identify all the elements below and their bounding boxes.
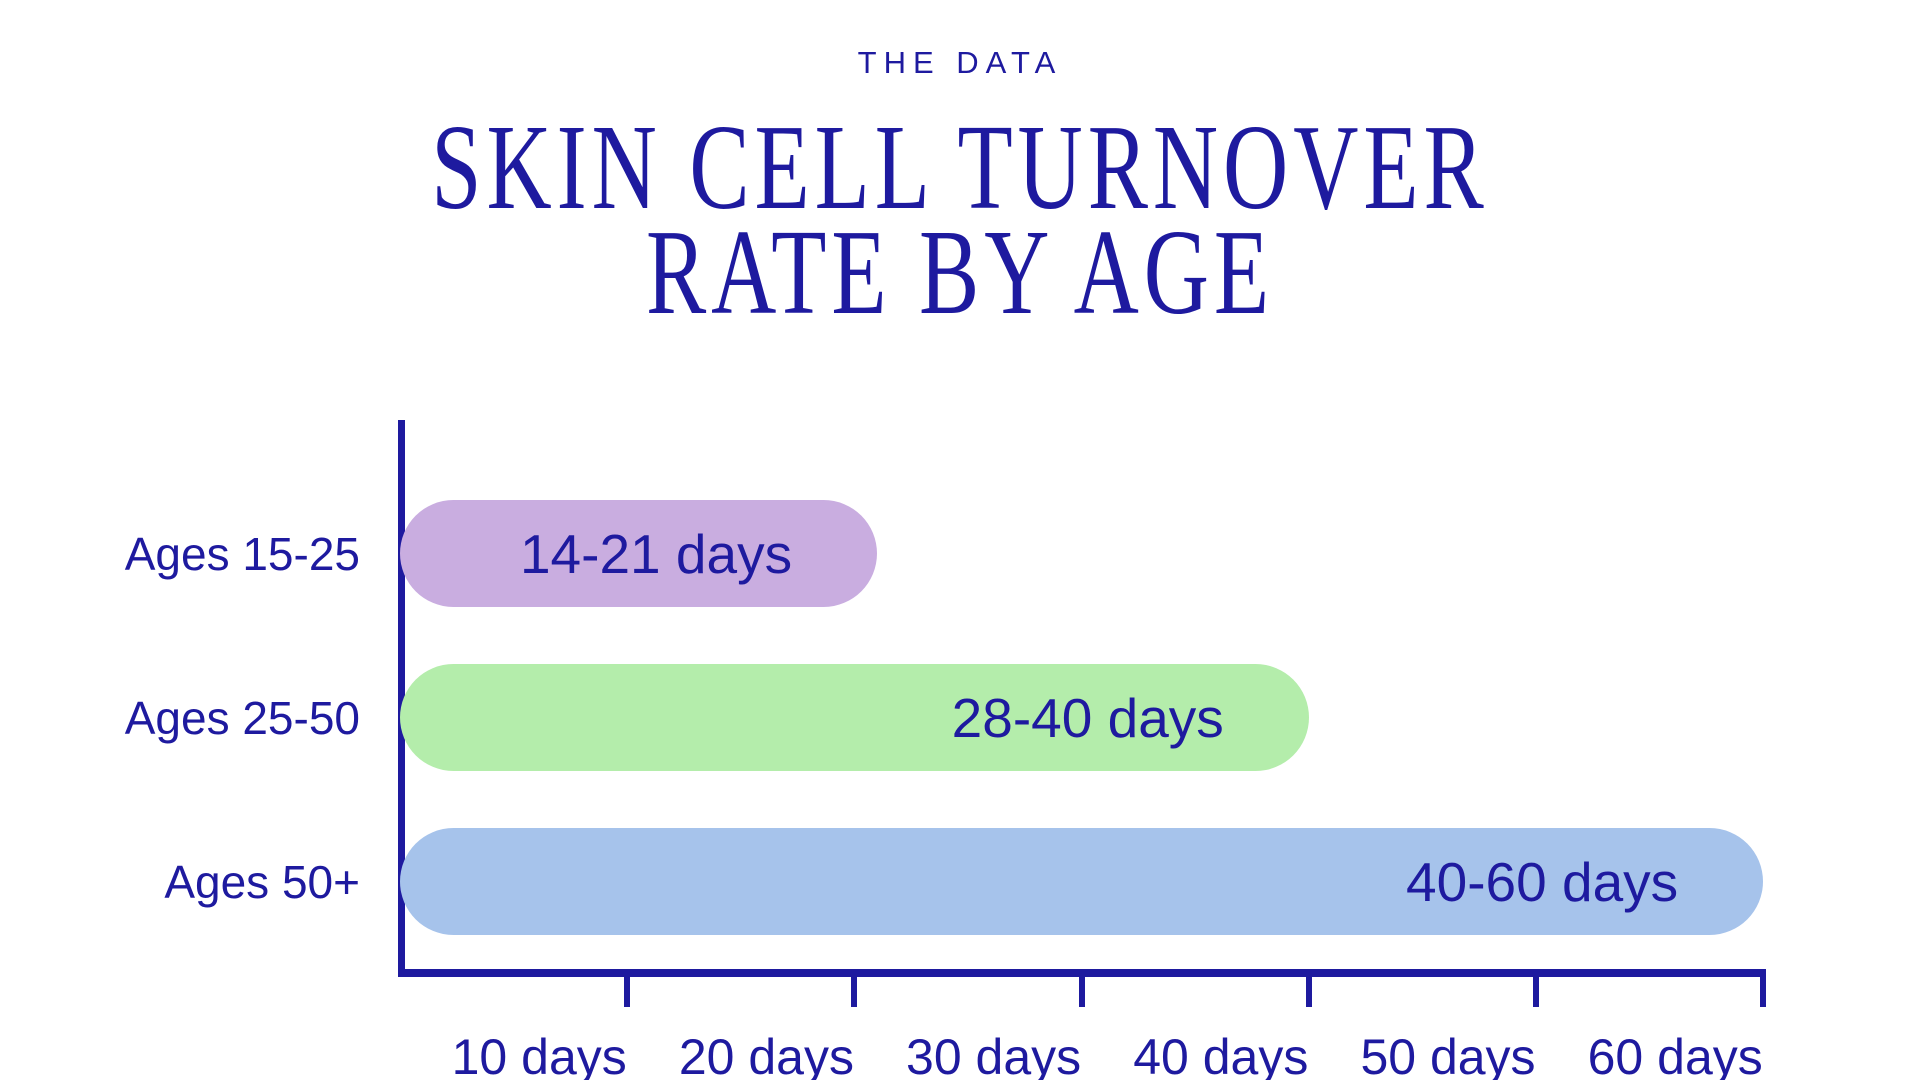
x-axis-tick-label-50: 50 days [1360, 1029, 1536, 1080]
x-axis-tick-30 [1078, 977, 1085, 1007]
chart-title: SKIN CELL TURNOVER RATE BY AGE [250, 100, 1671, 340]
chart-title-line1: SKIN CELL TURNOVER [431, 100, 1489, 235]
x-axis-tick-label-40: 40 days [1133, 1029, 1309, 1080]
chart-title-line2: RATE BY AGE [645, 204, 1275, 340]
y-axis-line [398, 420, 405, 977]
category-label-ages-50-plus: Ages 50+ [164, 855, 360, 908]
x-axis-tick-40 [1305, 977, 1312, 1007]
bar-row-ages-15-25: Ages 15-25 14-21 days [0, 500, 1920, 607]
bar-value-label-ages-25-50: 28-40 days [951, 686, 1224, 749]
x-axis-tick-20 [851, 977, 858, 1007]
eyebrow-label: THE DATA [857, 45, 1063, 80]
bar-row-ages-50-plus: Ages 50+ 40-60 days [0, 828, 1920, 935]
x-axis-tick-label-60: 60 days [1587, 1029, 1763, 1080]
bar-row-ages-25-50: Ages 25-50 28-40 days [0, 664, 1920, 771]
x-axis-line [398, 969, 1766, 977]
bar-ages-25-50: 28-40 days [400, 664, 1309, 771]
x-axis-tick-60 [1760, 977, 1767, 1007]
x-axis-tick-label-10: 10 days [451, 1029, 627, 1080]
x-axis-tick-label-20: 20 days [678, 1029, 854, 1080]
category-label-ages-25-50: Ages 25-50 [124, 691, 360, 744]
x-axis-tick-label-30: 30 days [906, 1029, 1082, 1080]
x-axis-tick-10 [624, 977, 631, 1007]
bar-ages-15-25: 14-21 days [400, 500, 878, 607]
x-axis-tick-50 [1533, 977, 1539, 1007]
bar-ages-50-plus: 40-60 days [400, 828, 1764, 935]
bar-value-label-ages-15-25: 14-21 days [519, 522, 793, 585]
bar-value-label-ages-50-plus: 40-60 days [1406, 850, 1679, 913]
category-label-ages-15-25: Ages 15-25 [124, 527, 360, 580]
